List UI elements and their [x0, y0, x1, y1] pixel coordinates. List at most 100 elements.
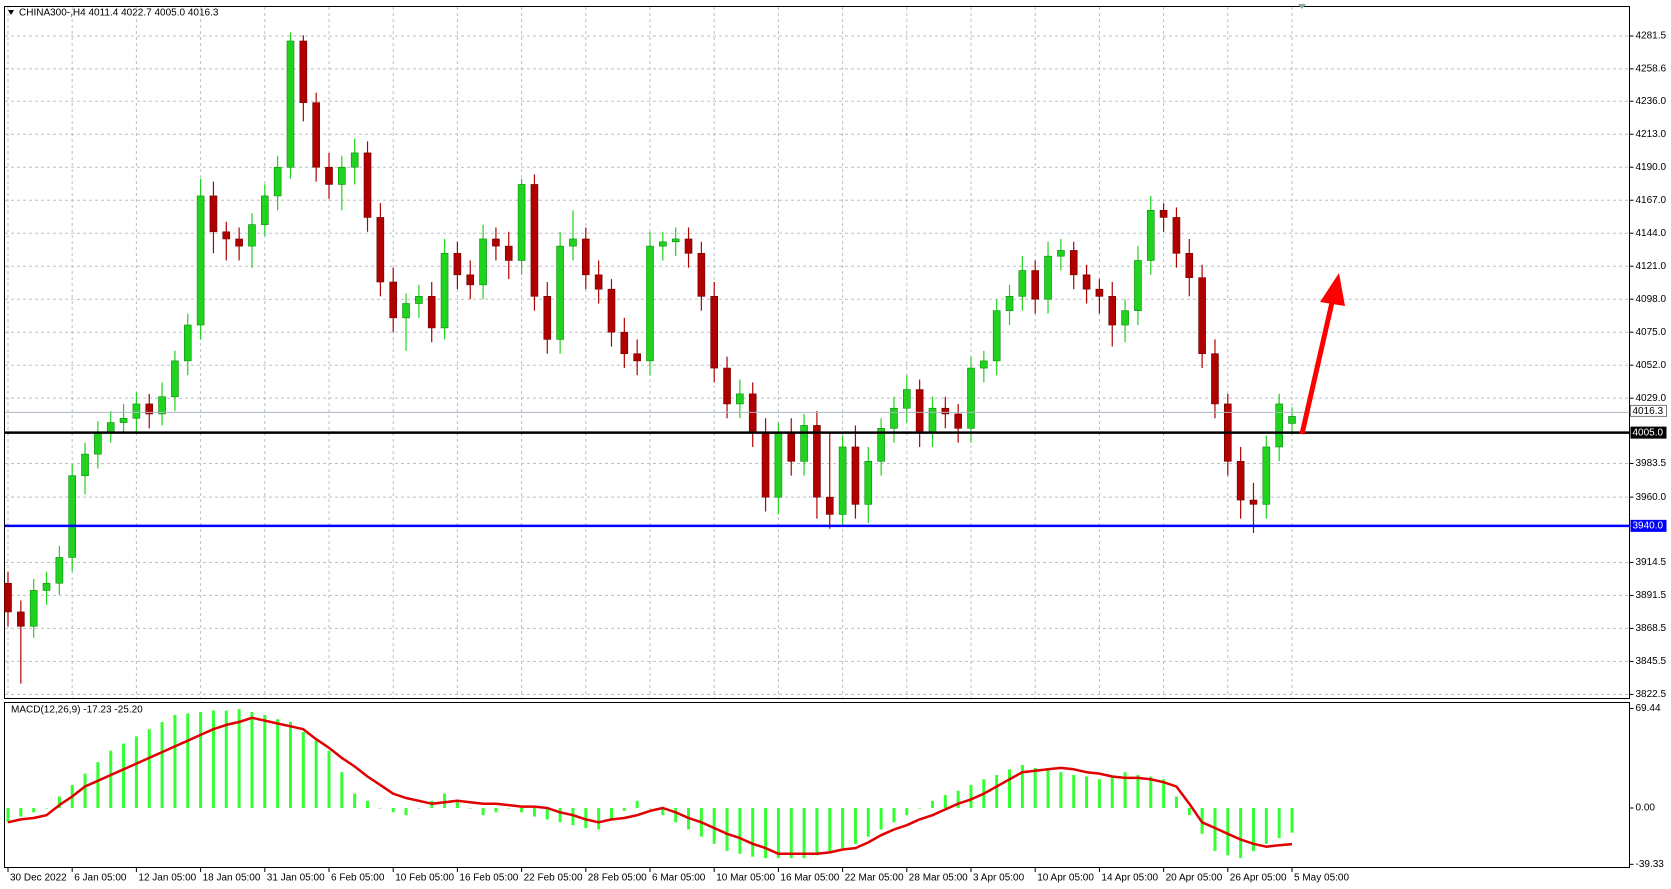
candle-body — [376, 217, 385, 283]
macd-bar — [918, 807, 922, 809]
x-tick-label: 31 Jan 05:00 — [267, 873, 325, 884]
candle-body — [1082, 274, 1091, 290]
macd-bar — [45, 807, 49, 809]
candle-body — [877, 428, 885, 462]
candle-body — [17, 611, 25, 627]
grid — [5, 7, 1630, 698]
candle-body — [119, 417, 128, 423]
candle-body — [748, 393, 757, 433]
macd-bar — [1251, 807, 1255, 851]
candle-body — [517, 184, 526, 261]
y-tick-label: 3914.5 — [1636, 557, 1667, 568]
candle-body — [569, 238, 577, 247]
candle-body — [402, 303, 410, 319]
macd-bar — [263, 714, 267, 808]
macd-bar — [520, 807, 524, 813]
candle-body — [941, 407, 950, 415]
candle-body — [363, 152, 372, 218]
candle-body — [787, 432, 796, 462]
candle-body — [286, 40, 295, 168]
macd-bar — [404, 807, 408, 816]
macd-bar — [751, 807, 755, 857]
y-tick-label: 3822.5 — [1636, 689, 1667, 700]
candle-body — [633, 353, 641, 362]
macd-bar — [1226, 807, 1230, 856]
x-tick-label: 14 Apr 05:00 — [1101, 873, 1158, 884]
candle-body — [736, 393, 744, 405]
macd-bar — [712, 807, 716, 844]
x-tick-label: 30 Dec 2022 — [10, 873, 67, 884]
y-tick-label: 0.00 — [1636, 803, 1656, 814]
macd-bar — [789, 807, 793, 859]
macd-bar — [841, 807, 845, 849]
y-tick-label: 3845.5 — [1636, 656, 1667, 667]
candle-body — [1121, 310, 1129, 326]
macd-bar — [494, 807, 498, 813]
macd-bar — [545, 807, 549, 820]
x-tick-label: 22 Mar 05:00 — [845, 873, 904, 884]
macd-bar — [1277, 807, 1281, 839]
macd-bar — [443, 793, 447, 808]
x-tick-label: 6 Jan 05:00 — [74, 873, 127, 884]
macd-bar — [866, 807, 870, 837]
candle-body — [81, 453, 89, 476]
y-tick-label: 4236.0 — [1636, 96, 1667, 107]
macd-bar — [147, 729, 151, 808]
candle-body — [1031, 270, 1039, 300]
y-tick-label: 4098.0 — [1636, 294, 1667, 305]
candle-body — [838, 446, 847, 515]
candle-body — [954, 413, 962, 429]
candle-body — [1108, 296, 1117, 326]
candle-body — [659, 241, 667, 247]
candle-body — [466, 274, 475, 286]
current-price-label: 4016.3 — [1633, 406, 1664, 417]
candle-body — [1069, 250, 1078, 276]
macd-bar — [905, 807, 909, 816]
macd-bar — [532, 807, 536, 817]
x-tick-label: 5 May 05:00 — [1294, 873, 1349, 884]
y-tick-label: 69.44 — [1636, 703, 1661, 714]
x-tick-label: 10 Mar 05:00 — [716, 873, 775, 884]
x-tick-label: 22 Feb 05:00 — [524, 873, 583, 884]
macd-bar — [1046, 769, 1050, 808]
candle-body — [68, 475, 76, 558]
candle-body — [504, 245, 513, 261]
y-tick-label: 4213.0 — [1636, 129, 1667, 140]
macd-bar — [211, 710, 215, 808]
macd-bar — [995, 775, 999, 808]
candle-body — [222, 231, 231, 240]
macd-bar — [725, 807, 729, 851]
macd-bar — [1290, 807, 1294, 833]
candle-body — [992, 310, 1001, 362]
candle-body — [427, 296, 436, 329]
candle-body — [492, 238, 500, 247]
macd-bar — [507, 807, 511, 809]
macd-bar — [468, 807, 472, 809]
macd-bar — [571, 807, 575, 826]
arrow-shaft — [1299, 297, 1336, 435]
candle-body — [1211, 353, 1219, 405]
candle-body — [723, 367, 731, 405]
y-tick-label: -39.33 — [1636, 859, 1665, 870]
candle-body — [1018, 270, 1027, 297]
dropdown-icon[interactable] — [8, 10, 14, 15]
macd-bar — [391, 807, 395, 813]
y-tick-label: 4190.0 — [1636, 162, 1667, 173]
candle-body — [106, 422, 115, 433]
candle-body — [415, 296, 423, 304]
y-tick-label: 3868.5 — [1636, 623, 1667, 634]
candle-body — [761, 432, 770, 498]
candle-body — [1057, 250, 1065, 257]
candle-body — [248, 224, 256, 247]
candle-body — [530, 184, 539, 297]
candle-body — [1249, 499, 1258, 505]
candle-body — [1044, 255, 1052, 300]
candle-body — [171, 360, 179, 398]
candle-body — [312, 102, 320, 168]
candle-body — [325, 166, 333, 185]
macd-bar — [455, 800, 459, 808]
y-tick-label: 4258.6 — [1636, 63, 1667, 74]
level-label-box — [1630, 519, 1667, 532]
macd-bar — [1033, 767, 1037, 808]
macd-bar — [1110, 776, 1114, 808]
